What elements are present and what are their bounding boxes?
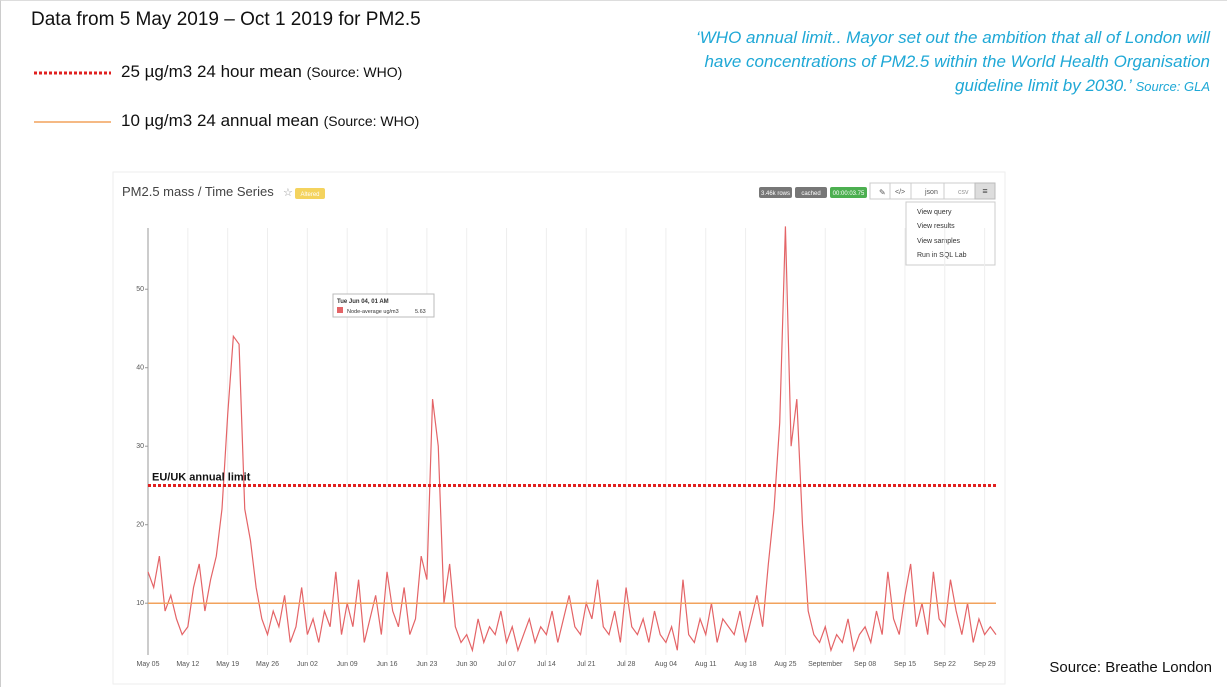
time-badge: 00:00:03.75: [833, 191, 865, 197]
menu-item[interactable]: View results: [917, 223, 955, 230]
legend-label: 10 µg/m3 24 annual mean: [121, 111, 319, 130]
menu-icon[interactable]: ≡: [982, 186, 987, 196]
x-tick-label: Jun 09: [337, 661, 358, 668]
x-tick-label: Jul 21: [577, 661, 596, 668]
badge: Altered: [300, 192, 319, 198]
tooltip-title: Tue Jun 04, 01 AM: [337, 299, 389, 305]
x-tick-label: May 05: [137, 661, 160, 668]
x-tick-label: Aug 18: [734, 661, 756, 668]
legend-source: (Source: WHO): [323, 113, 420, 129]
x-tick-label: Jul 07: [497, 661, 516, 668]
tooltip-value: 5.63: [415, 309, 426, 315]
x-tick-label: September: [808, 661, 843, 668]
x-tick-label: Aug 11: [695, 661, 717, 668]
star-icon[interactable]: ☆: [283, 187, 293, 199]
quote-line: guideline limit by 2030.’ Source: GLA: [590, 74, 1210, 99]
y-tick-label: 10: [136, 600, 144, 607]
legend-label: 25 µg/m3 24 hour mean: [121, 62, 302, 81]
code-button[interactable]: </>: [895, 189, 905, 196]
quote: ‘WHO annual limit.. Mayor set out the am…: [590, 26, 1210, 99]
x-tick-label: Sep 15: [894, 661, 916, 668]
quote-source: Source: GLA: [1135, 79, 1210, 94]
dropdown-menu: [905, 201, 996, 266]
tooltip-swatch: [337, 307, 343, 313]
x-tick-label: May 19: [216, 661, 239, 668]
x-tick-label: May 12: [176, 661, 199, 668]
tooltip-box: [332, 293, 435, 318]
x-tick-label: Sep 22: [934, 661, 956, 668]
menu-item[interactable]: View query: [917, 209, 952, 216]
x-tick-label: Jun 02: [297, 661, 318, 668]
menu-item[interactable]: Run in SQL Lab: [917, 252, 967, 259]
source-note: Source: Breathe London: [1049, 659, 1212, 676]
y-tick-label: 40: [136, 365, 144, 372]
quote-line: ‘WHO annual limit.. Mayor set out the am…: [695, 28, 1210, 47]
link-button[interactable]: ✎: [879, 188, 886, 197]
csv-button[interactable]: csv: [958, 189, 969, 196]
y-tick-label: 50: [136, 286, 144, 293]
legend-item: 10 µg/m3 24 annual mean (Source: WHO): [121, 111, 419, 131]
x-tick-label: Jun 30: [456, 661, 477, 668]
quote-line: have concentrations of PM2.5 within the …: [704, 52, 1210, 71]
x-tick-label: Sep 08: [854, 661, 876, 668]
chart-panel: [112, 171, 1006, 685]
menu-item[interactable]: View samples: [917, 238, 961, 245]
legend-samples: [34, 71, 111, 123]
legend-source: (Source: WHO): [306, 64, 403, 80]
data-line: [147, 226, 997, 653]
tooltip-series: Node-average ug/m3: [347, 309, 399, 315]
x-tick-label: Jun 16: [377, 661, 398, 668]
quote-text: guideline limit by 2030.’: [955, 76, 1131, 95]
time-badge-bg: [830, 187, 867, 198]
badge-bg: [295, 188, 325, 199]
x-tick-label: Sep 29: [974, 661, 996, 668]
reference-label: EU/UK annual limit: [152, 471, 251, 483]
cached-badge-bg[interactable]: [795, 187, 827, 198]
rows-badge: 3.46k rows: [761, 191, 790, 197]
cached-badge[interactable]: cached: [801, 191, 820, 197]
x-tick-label: Jul 28: [617, 661, 636, 668]
json-button[interactable]: json: [924, 189, 938, 196]
x-tick-label: Aug 25: [774, 661, 796, 668]
x-tick-label: Jun 23: [416, 661, 437, 668]
x-tick-label: May 26: [256, 661, 279, 668]
tooltip: Tue Jun 04, 01 AM Node-average ug/m3 5.6…: [332, 293, 435, 318]
x-tick-label: Jul 14: [537, 661, 556, 668]
y-tick-label: 20: [136, 522, 144, 529]
x-tick-label: Aug 04: [655, 661, 677, 668]
slide-title: Data from 5 May 2019 – Oct 1 2019 for PM…: [31, 9, 421, 30]
rows-badge-bg: [759, 187, 792, 198]
legend-item: 25 µg/m3 24 hour mean (Source: WHO): [121, 62, 402, 82]
y-tick-label: 30: [136, 443, 144, 450]
menu-button[interactable]: [974, 182, 996, 200]
chart-title: PM2.5 mass / Time Series: [122, 184, 274, 199]
